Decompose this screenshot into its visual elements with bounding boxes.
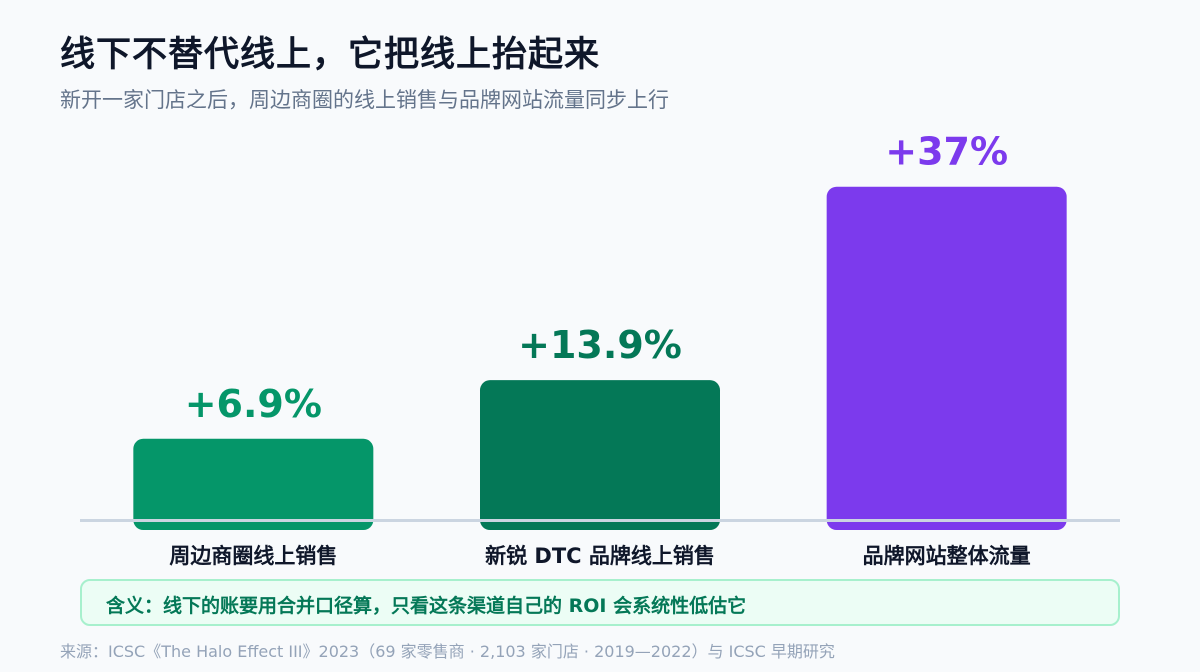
bar-3: [826, 186, 1067, 531]
source-footnote: 来源：ICSC《The Halo Effect III》2023（69 家零售商…: [60, 642, 835, 661]
bar-value-label-2: +13.9%: [518, 323, 682, 367]
category-label-1: 周边商圈线上销售: [169, 544, 337, 568]
bar-2: [480, 380, 720, 530]
implication-note-text: 含义：线下的账要用合并口径算，只看这条渠道自己的 ROI 会系统性低估它: [106, 595, 747, 617]
bar-1: [133, 438, 374, 530]
category-label-2: 新锐 DTC 品牌线上销售: [485, 544, 715, 568]
chart-title: 线下不替代线上，它把线上抬起来: [60, 35, 601, 75]
x-axis-baseline: [80, 519, 1120, 522]
category-label-3: 品牌网站整体流量: [863, 544, 1031, 568]
implication-note: 含义：线下的账要用合并口径算，只看这条渠道自己的 ROI 会系统性低估它: [80, 579, 1120, 626]
bar-chart: +6.9% 周边商圈线上销售 +13.9% 新锐 DTC 品牌线上销售 +37% 品牌网站…: [80, 130, 1120, 568]
chart-subtitle: 新开一家门店之后，周边商圈的线上销售与品牌网站流量同步上行: [60, 88, 669, 112]
bar-value-label-1: +6.9%: [185, 382, 322, 426]
bar-value-label-3: +37%: [885, 130, 1008, 174]
